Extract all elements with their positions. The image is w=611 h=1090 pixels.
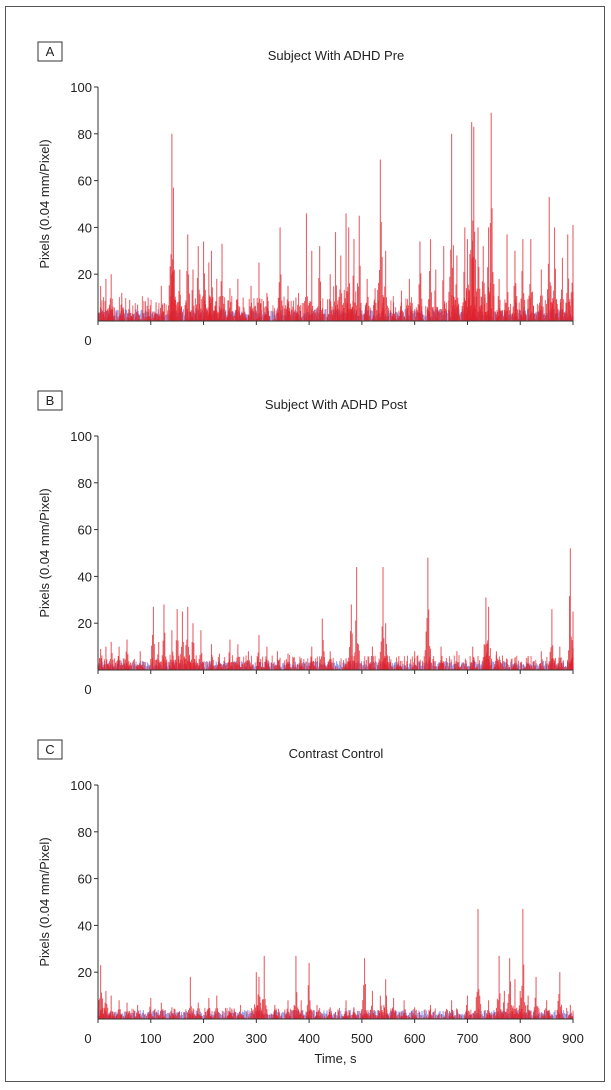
panel-c-y-tick-label-zero: 0: [84, 1031, 91, 1046]
panel-c-x-axis-label: Time, s: [314, 1051, 357, 1066]
panel-a-letter-box: [37, 41, 63, 62]
panel-a-y-tick-label: 20: [78, 267, 92, 282]
panel-c-x-tick-label: 800: [509, 1031, 531, 1046]
panel-c-y-tick-label: 80: [78, 825, 92, 840]
panel-c-title: Contrast Control: [289, 746, 384, 761]
panel-c-x-tick-label: 100: [140, 1031, 162, 1046]
panel-c-x-tick-label: 300: [245, 1031, 267, 1046]
panel-b-y-tick-label: 80: [78, 476, 92, 491]
panel-a-y-tick-label: 40: [78, 220, 92, 235]
panel-c-x-tick-label: 900: [562, 1031, 584, 1046]
panel-b-y-tick-label: 20: [78, 616, 92, 631]
panel-b-y-axis-label: Pixels (0.04 mm/Pixel): [37, 488, 52, 617]
panel-a-title: Subject With ADHD Pre: [268, 48, 405, 63]
panel-a-y-tick-label: 80: [78, 127, 92, 142]
panel-a-y-axis-label: Pixels (0.04 mm/Pixel): [37, 139, 52, 268]
panel-c-letter-box: [37, 739, 63, 760]
panel-c-y-tick-label: 40: [78, 918, 92, 933]
panel-b-y-tick-label: 40: [78, 569, 92, 584]
panel-c-y-tick-label: 60: [78, 872, 92, 887]
panel-b-title: Subject With ADHD Post: [265, 397, 408, 412]
panel-c-x-tick-label: 200: [193, 1031, 215, 1046]
panel-c-y-tick-label: 20: [78, 965, 92, 980]
panel-c-y-axis-label: Pixels (0.04 mm/Pixel): [37, 837, 52, 966]
panel-b-y-tick-label-zero: 0: [84, 682, 91, 697]
panel-b-letter: B: [46, 393, 55, 408]
panel-a-letter: A: [46, 44, 55, 59]
panel-b-y-tick-label: 60: [78, 523, 92, 538]
panel-b-y-tick-label: 100: [70, 429, 92, 444]
panel-c-x-tick-label: 400: [298, 1031, 320, 1046]
panel-a-y-tick-label: 60: [78, 174, 92, 189]
figure-frame: A Subject With ADHD Pre Pixels (0.04 mm/Pi…: [5, 6, 605, 1082]
panel-a-y-tick-label: 100: [70, 80, 92, 95]
panel-a-y-tick-label-zero: 0: [84, 333, 91, 348]
panel-c-letter: C: [45, 742, 54, 757]
panel-c-x-tick-label: 600: [404, 1031, 426, 1046]
panel-c-x-tick-label: 700: [457, 1031, 479, 1046]
panel-c-x-tick-label: 500: [351, 1031, 373, 1046]
chart-canvas: A Subject With ADHD Pre Pixels (0.04 mm/Pi…: [37, 41, 584, 1066]
panel-b-letter-box: [37, 390, 63, 411]
panel-c-y-tick-label: 100: [70, 778, 92, 793]
